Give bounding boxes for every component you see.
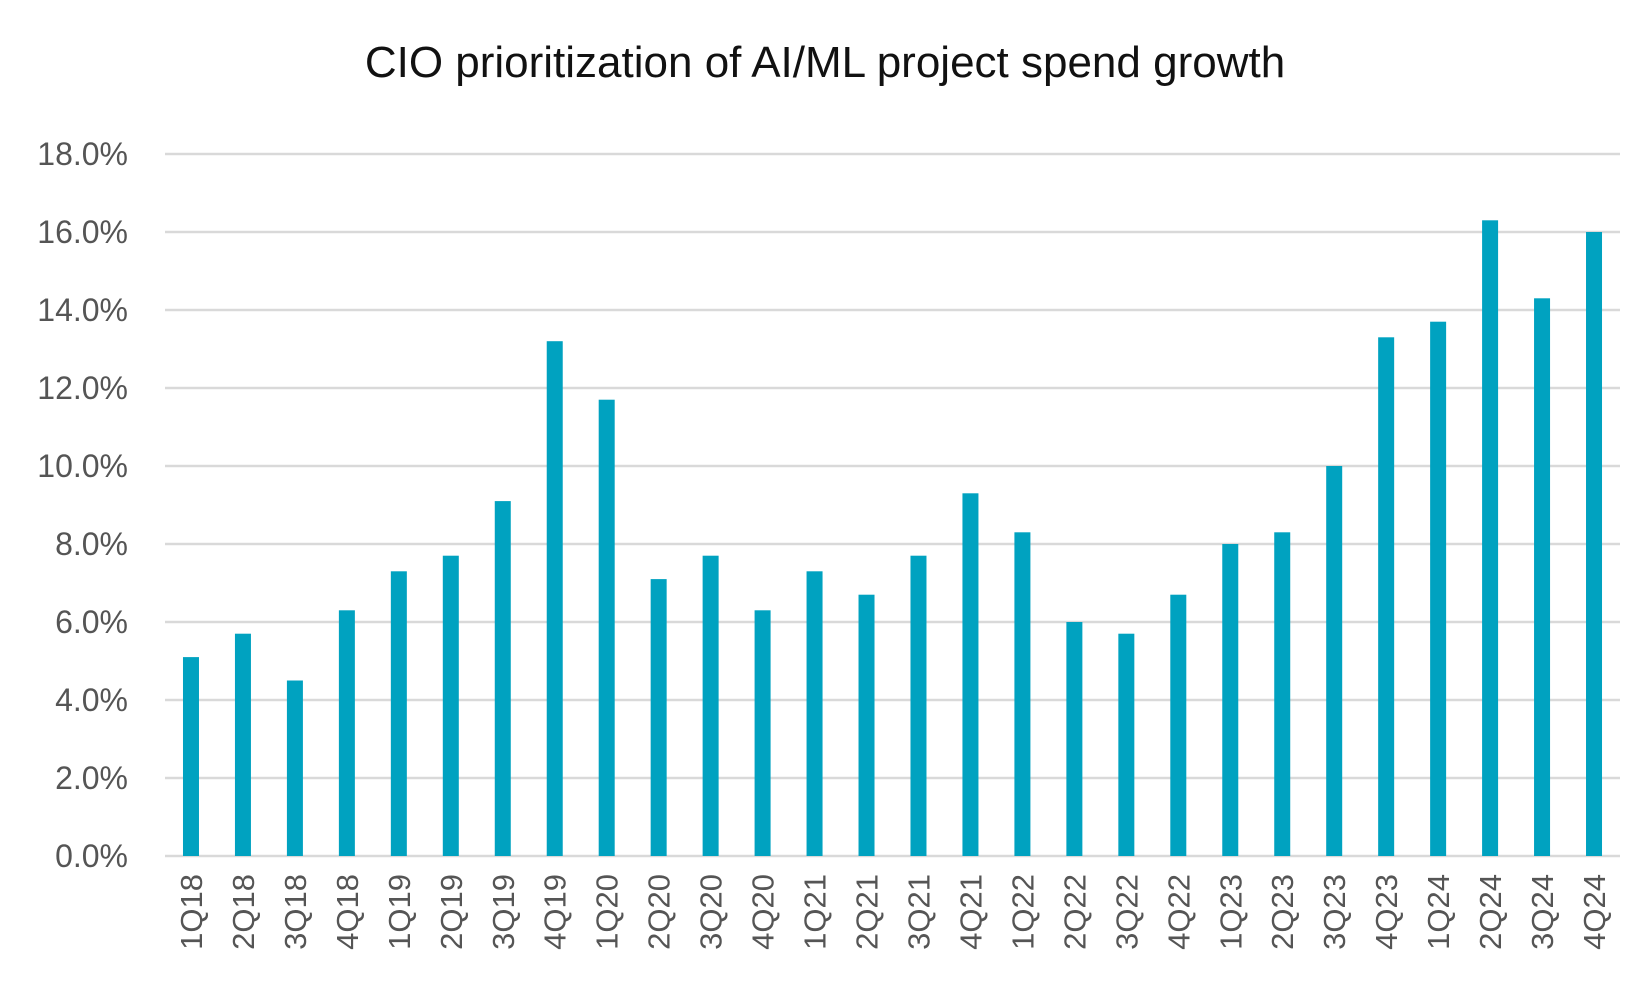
bar-2Q22 bbox=[1066, 622, 1083, 856]
bar-1Q20 bbox=[598, 399, 615, 856]
x-tick-label: 3Q18 bbox=[278, 874, 313, 950]
bar-4Q23 bbox=[1378, 337, 1395, 856]
bar-4Q24 bbox=[1586, 232, 1603, 856]
x-tick-label: 2Q20 bbox=[642, 874, 677, 950]
x-tick-label: 1Q18 bbox=[174, 874, 209, 950]
x-tick-label: 1Q19 bbox=[382, 874, 417, 950]
bar-3Q18 bbox=[286, 680, 303, 856]
bar-3Q21 bbox=[910, 555, 927, 856]
x-tick-label: 1Q20 bbox=[590, 874, 625, 950]
x-axis-tick-labels: 1Q18 2Q18 3Q18 4Q18 1Q19 2Q19 3Q19 4Q19 1Q20 2Q20… bbox=[174, 874, 1612, 950]
x-tick-label: 3Q22 bbox=[1109, 874, 1144, 950]
y-tick-label: 0.0% bbox=[55, 838, 128, 874]
x-tick-label: 2Q24 bbox=[1473, 874, 1508, 950]
y-tick-label: 12.0% bbox=[37, 370, 128, 406]
x-tick-label: 1Q24 bbox=[1421, 874, 1456, 950]
bar-1Q23 bbox=[1222, 544, 1239, 856]
x-tick-label: 4Q20 bbox=[746, 874, 781, 950]
bar-3Q22 bbox=[1118, 633, 1135, 856]
bar-2Q18 bbox=[234, 633, 251, 856]
bar-3Q24 bbox=[1534, 298, 1551, 856]
x-tick-label: 3Q24 bbox=[1525, 874, 1560, 950]
x-tick-label: 4Q19 bbox=[538, 874, 573, 950]
y-tick-label: 4.0% bbox=[55, 682, 128, 718]
x-tick-label: 4Q22 bbox=[1161, 874, 1196, 950]
y-tick-label: 8.0% bbox=[55, 526, 128, 562]
y-tick-label: 6.0% bbox=[55, 604, 128, 640]
x-tick-label: 4Q18 bbox=[330, 874, 365, 950]
x-tick-label: 2Q19 bbox=[434, 874, 469, 950]
bar-4Q19 bbox=[546, 341, 563, 856]
bar-4Q20 bbox=[754, 610, 771, 856]
bar-2Q23 bbox=[1274, 532, 1291, 856]
x-tick-label: 2Q22 bbox=[1057, 874, 1092, 950]
y-tick-label: 16.0% bbox=[37, 214, 128, 250]
x-tick-label: 2Q18 bbox=[226, 874, 261, 950]
bar-1Q18 bbox=[182, 657, 199, 856]
bars bbox=[182, 220, 1603, 857]
y-tick-label: 14.0% bbox=[37, 292, 128, 328]
x-tick-label: 2Q23 bbox=[1265, 874, 1300, 950]
x-tick-label: 3Q23 bbox=[1317, 874, 1352, 950]
x-tick-label: 4Q23 bbox=[1369, 874, 1404, 950]
bar-3Q20 bbox=[702, 555, 719, 856]
x-tick-label: 3Q21 bbox=[901, 874, 936, 950]
bar-4Q22 bbox=[1170, 594, 1187, 856]
bar-1Q22 bbox=[1014, 532, 1031, 856]
bar-2Q24 bbox=[1482, 220, 1499, 857]
bar-2Q19 bbox=[442, 555, 459, 856]
y-tick-label: 10.0% bbox=[37, 448, 128, 484]
x-tick-label: 1Q21 bbox=[798, 874, 833, 950]
bar-3Q19 bbox=[494, 501, 511, 856]
x-tick-label: 2Q21 bbox=[850, 874, 885, 950]
bar-4Q21 bbox=[962, 493, 979, 856]
x-tick-label: 4Q21 bbox=[953, 874, 988, 950]
bar-1Q21 bbox=[806, 571, 823, 856]
bar-2Q21 bbox=[858, 594, 875, 856]
bar-2Q20 bbox=[650, 579, 667, 856]
y-tick-label: 2.0% bbox=[55, 760, 128, 796]
bar-1Q19 bbox=[390, 571, 407, 856]
x-tick-label: 1Q22 bbox=[1005, 874, 1040, 950]
y-axis-tick-labels: 0.0% 2.0% 4.0% 6.0% 8.0% 10.0% 12.0% 14.0% 16.0%… bbox=[37, 136, 128, 874]
x-tick-label: 1Q23 bbox=[1213, 874, 1248, 950]
x-tick-label: 3Q19 bbox=[486, 874, 521, 950]
bar-4Q18 bbox=[338, 610, 355, 856]
x-tick-label: 4Q24 bbox=[1577, 874, 1612, 950]
y-tick-label: 18.0% bbox=[37, 136, 128, 172]
x-tick-label: 3Q20 bbox=[694, 874, 729, 950]
chart-title: CIO prioritization of AI/ML project spen… bbox=[364, 38, 1286, 87]
bar-1Q24 bbox=[1430, 321, 1447, 856]
bar-3Q23 bbox=[1326, 466, 1343, 856]
grid-lines bbox=[165, 152, 1620, 858]
